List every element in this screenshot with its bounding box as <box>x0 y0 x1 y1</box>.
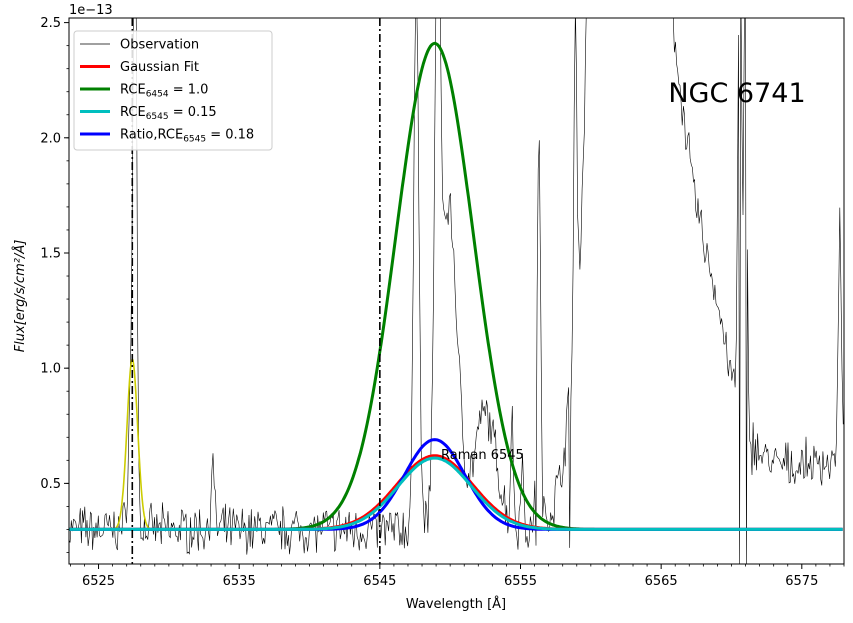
plot-frame <box>68 17 845 565</box>
offset-label: 1e−13 <box>69 3 113 18</box>
y-tick-label-1: 1.0 <box>40 362 61 377</box>
x-tick-label-5: 6575 <box>785 574 818 589</box>
raman-annotation: Raman 6545 <box>441 448 524 463</box>
model-line-2 <box>69 456 843 531</box>
legend-label-3: RCE6545 = 0.15 <box>120 105 217 122</box>
y-tick-label-4: 2.5 <box>40 16 61 31</box>
legend-box <box>73 30 273 151</box>
x-axis-label: Wavelength [Å] <box>406 596 506 612</box>
x-tick-label-2: 6545 <box>363 574 396 589</box>
legend-label-2: RCE6454 = 1.0 <box>120 83 208 100</box>
y-tick-label-3: 2.0 <box>40 131 61 146</box>
series-layer <box>69 18 844 564</box>
y-axis-label: Flux[erg/s/cm²/Å] <box>12 240 28 353</box>
legend-label-1: Gaussian Fit <box>120 60 199 75</box>
axis-layer: 6525 6535 6545 6555 6565 6575 0.5 1.0 1.5 2.0 2.5 <box>40 16 845 589</box>
x-tick-label-0: 6525 <box>82 574 115 589</box>
legend: Observation Gaussian Fit RCE6454 = 1.0 RCE6… <box>73 30 273 151</box>
legend-label-0: Observation <box>120 38 199 53</box>
x-tick-label-4: 6565 <box>645 574 678 589</box>
legend-label-4: Ratio,RCE6545 = 0.18 <box>120 128 254 145</box>
x-tick-label-3: 6555 <box>504 574 537 589</box>
object-name-annotation: NGC 6741 <box>668 78 805 109</box>
y-tick-label-2: 1.5 <box>40 246 61 261</box>
y-tick-label-0: 0.5 <box>40 477 61 492</box>
x-tick-label-1: 6535 <box>223 574 256 589</box>
observation-line <box>69 18 844 564</box>
